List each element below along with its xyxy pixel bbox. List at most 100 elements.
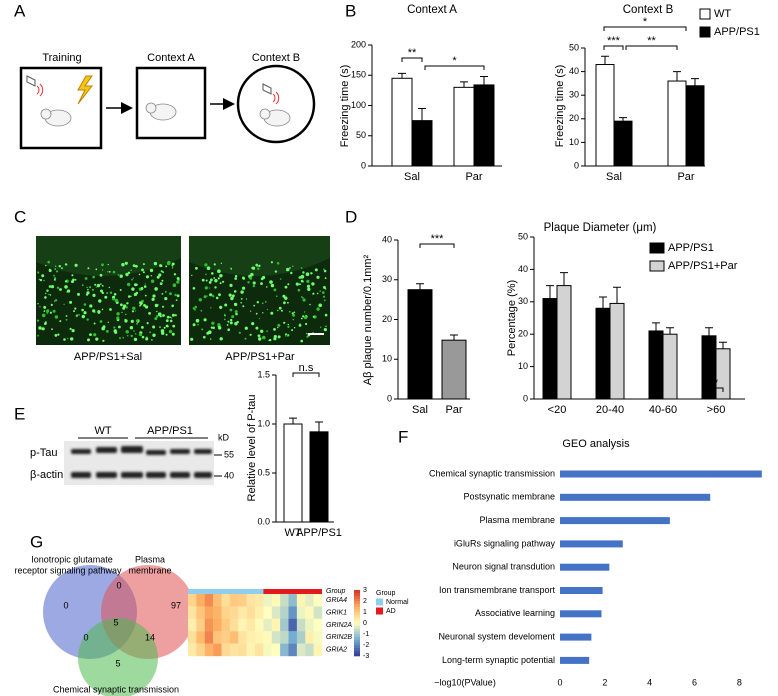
dot (302, 296, 304, 299)
group-bar (188, 589, 264, 595)
dot (120, 303, 123, 307)
heat-cell (204, 618, 214, 632)
dot (171, 265, 174, 268)
y-tick-label: 150 (351, 70, 366, 80)
dot (242, 276, 245, 280)
heat-cell (229, 618, 239, 632)
dot (245, 298, 248, 300)
dot (46, 309, 50, 313)
dot (81, 314, 86, 319)
dot (125, 313, 127, 315)
dot (121, 311, 123, 313)
heat-cell (246, 618, 256, 632)
bar (595, 64, 615, 167)
y-tick-label: iGluRs signaling pathway (454, 538, 556, 548)
dot (287, 335, 289, 337)
colorbar-tick-label: 0 (363, 620, 367, 627)
dot (270, 283, 275, 288)
dot (168, 329, 173, 334)
heat-cell (263, 618, 272, 632)
colorbar-segment (354, 603, 360, 607)
dot (307, 287, 311, 291)
dot (162, 305, 164, 308)
y-tick-label: 10 (569, 137, 579, 147)
dot (160, 329, 165, 333)
legend-label: WT (714, 8, 731, 20)
x-axis-label: −log10(PValue) (434, 677, 496, 687)
dot (298, 283, 301, 286)
dot (286, 267, 290, 272)
dot (37, 271, 40, 274)
bar (560, 563, 610, 571)
dot (163, 326, 166, 329)
heat-cell (296, 643, 306, 657)
dot (44, 296, 47, 299)
dot (226, 324, 229, 326)
heat-cell (196, 618, 205, 632)
blot-row: p-Tau (30, 447, 58, 459)
x-tick-label: Sal (412, 404, 428, 416)
dot (222, 280, 225, 283)
dot (43, 305, 47, 309)
dot (219, 305, 223, 309)
dot (211, 321, 215, 325)
error-bar (546, 285, 554, 299)
dot (81, 308, 84, 312)
dot (303, 316, 308, 320)
colorbar-segment (354, 647, 360, 651)
dot (86, 286, 88, 288)
y-axis-label: Relative level of P-tau (246, 395, 258, 502)
y-axis-label: Freezing time (s) (339, 65, 351, 148)
x-tick-label: Par (677, 171, 694, 183)
x-tick-label: 4 (647, 677, 652, 687)
dot (305, 272, 310, 277)
dot (126, 302, 129, 305)
error-bar (673, 71, 681, 82)
dot (200, 309, 203, 312)
heat-cell (188, 631, 197, 644)
dot (148, 312, 152, 315)
dot (113, 326, 116, 329)
dot (283, 321, 286, 324)
colorbar-segment (354, 639, 360, 643)
dot (151, 297, 155, 301)
dot (270, 311, 274, 315)
heat-cell (255, 594, 264, 607)
y-axis-label: Freezing time (s) (554, 65, 566, 148)
dot (158, 273, 162, 277)
dot (206, 295, 208, 297)
y-tick-label: Neuron signal transdution (452, 562, 555, 572)
dot (69, 327, 72, 330)
legend-label: APP/PS1 (668, 242, 714, 254)
dot (87, 338, 90, 342)
dot (169, 292, 172, 296)
dot (154, 303, 159, 308)
dot (48, 293, 50, 296)
dot (269, 280, 273, 284)
dot (323, 286, 326, 289)
dot (122, 336, 125, 339)
dot (252, 281, 256, 285)
dot (101, 269, 104, 271)
step-label: Context B (252, 52, 300, 64)
colorbar-segment (354, 636, 360, 640)
dot (151, 339, 153, 341)
heat-cell (280, 618, 289, 632)
significance-label: * (452, 55, 457, 67)
dot (206, 266, 211, 271)
dot (154, 317, 158, 321)
y-tick-label: 0.5 (257, 467, 270, 477)
row-label: GRIA4 (326, 597, 347, 604)
x-tick-label: Sal (606, 171, 622, 183)
dot (136, 322, 139, 325)
y-tick-label: 50 (518, 231, 528, 241)
dot (51, 328, 53, 331)
legend-swatch (699, 8, 711, 20)
dot (54, 268, 56, 270)
dot (141, 299, 144, 303)
heat-cell (188, 618, 197, 632)
colorbar-tick-label: -3 (363, 653, 369, 660)
dot (116, 312, 120, 316)
dot (114, 298, 119, 303)
venn-set (78, 618, 158, 696)
